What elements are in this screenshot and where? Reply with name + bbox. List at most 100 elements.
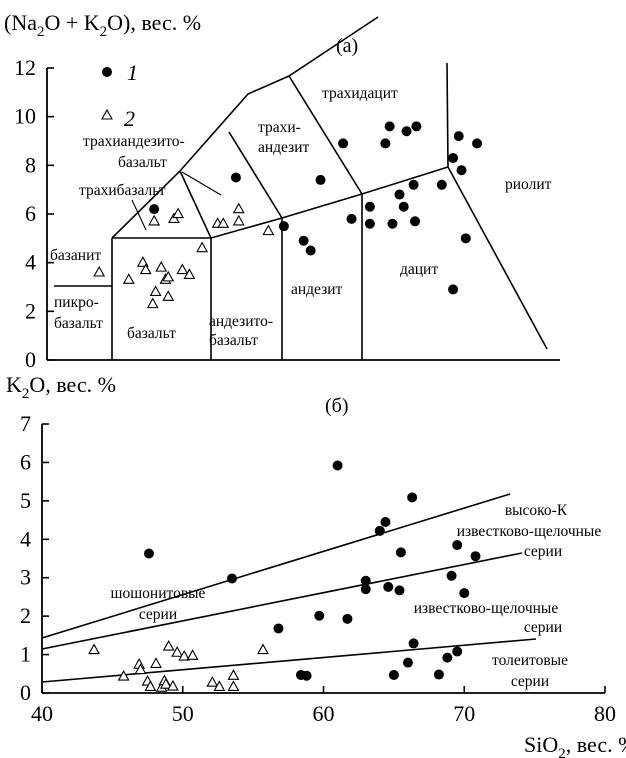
tas-point-circle (315, 174, 326, 185)
tas-leader-trachybasalt (131, 199, 147, 231)
k2o-point-triangle (227, 669, 240, 680)
tas-leader-trachyandesito (181, 171, 222, 196)
tas-y-tick-label: 2 (25, 298, 36, 323)
tas-point-circle (364, 201, 375, 212)
tas-point-circle (338, 138, 349, 149)
k2o-point-circle (332, 460, 343, 471)
k2o-y-axis-title: K2O, вес. % (6, 372, 116, 402)
k2o-point-circle (394, 585, 405, 596)
tas-point-circle (448, 153, 459, 164)
tas-point-triangle (262, 224, 275, 236)
tas-point-triangle (149, 285, 162, 297)
k2o-point-circle (380, 516, 391, 527)
k2o-x-axis-title: SiO2, вес. % (524, 732, 626, 758)
k2o-point-circle (459, 588, 470, 599)
boundary-calcalkaline-tholeiite (41, 638, 537, 683)
k2o-panel: K2O, вес. % (б) 0 1 2 3 4 5 6 7 40 50 60 70 80 SiO2… (6, 372, 626, 758)
k2o-x-tick-label: 50 (172, 701, 194, 726)
k2o-point-circle (273, 623, 284, 634)
tas-point-circle (387, 218, 398, 229)
k2o-point-circle (143, 548, 154, 559)
k2o-point-circle (408, 638, 419, 649)
k2o-y-tick-label: 0 (20, 680, 31, 705)
k2o-x-tick-label: 70 (453, 701, 475, 726)
tas-point-circle (410, 216, 421, 227)
k2o-point-triangle (178, 649, 191, 661)
tas-boundary-rhyolite-top (446, 62, 449, 168)
tas-point-triangle (148, 214, 161, 226)
tas-point-triangle (139, 263, 152, 275)
k2o-point-triangle (257, 643, 269, 655)
tas-y-tick-label: 10 (14, 104, 36, 129)
tas-point-circle (278, 221, 289, 232)
series-label-high-k-calcalkaline: высоко-К известково-щелочные серии (457, 502, 602, 560)
k2o-point-circle (374, 525, 385, 536)
k2o-point-circle (407, 492, 418, 503)
k2o-point-circle (402, 657, 413, 668)
k2o-data-points (88, 460, 481, 692)
tas-point-circle (456, 165, 467, 176)
field-label-dacite: дацит (400, 261, 438, 278)
legend-label-1: 1 (127, 60, 138, 85)
tas-boundary-trachyandesite (228, 131, 283, 360)
k2o-point-triangle (88, 643, 101, 655)
tas-point-circle (364, 218, 375, 229)
k2o-point-triangle (166, 679, 179, 691)
legend-marker-triangle (101, 108, 113, 120)
k2o-point-triangle (186, 649, 199, 660)
k2o-panel-label: (б) (325, 395, 349, 417)
field-label-basalt: базальт (127, 325, 176, 342)
tas-point-circle (149, 204, 160, 215)
k2o-point-circle (360, 575, 371, 586)
tas-point-circle (305, 245, 316, 256)
k2o-point-circle (470, 551, 481, 562)
k2o-point-circle (446, 570, 457, 581)
field-label-trachydacite: трахидацит (322, 85, 398, 102)
tas-point-circle (230, 172, 241, 183)
k2o-point-circle (383, 581, 394, 592)
k2o-y-tick-label: 5 (20, 488, 31, 513)
tas-point-triangle (162, 290, 175, 301)
tas-y-tick-label: 4 (25, 250, 36, 275)
tas-point-triangle (183, 268, 196, 279)
tas-point-circle (448, 284, 459, 295)
tas-boundary-trachydacite (288, 75, 363, 360)
k2o-point-circle (360, 584, 371, 595)
tas-point-circle (384, 121, 395, 132)
k2o-point-circle (395, 547, 406, 558)
legend-label-2: 2 (124, 106, 135, 131)
k2o-point-circle (314, 610, 325, 621)
field-label-basanite: базанит (50, 247, 101, 264)
field-label-andesite: андезит (291, 281, 343, 298)
tas-point-circle (436, 179, 447, 190)
tas-y-tick-label: 8 (25, 152, 36, 177)
k2o-point-triangle (117, 669, 130, 681)
tas-boundary-trachybasalt (179, 170, 212, 360)
field-label-trachybasalt: трахибазальт (79, 182, 166, 199)
field-label-trachyandesitobasalt: трахиандезито-базальт (83, 133, 185, 171)
k2o-point-circle (342, 613, 353, 624)
tas-y-axis-title: (Na2O + K2O), вес. % (4, 10, 201, 40)
k2o-point-circle (388, 669, 399, 680)
k2o-point-triangle (162, 639, 175, 651)
tas-point-triangle (122, 273, 135, 284)
tas-boundary-rhyolite (447, 166, 548, 350)
tas-y-tick-label: 12 (14, 55, 36, 80)
tas-point-circle (408, 179, 419, 190)
series-label-calcalkaline: известково-щелочные серии (414, 600, 562, 636)
k2o-point-triangle (227, 680, 240, 692)
tas-field-boundaries (54, 16, 548, 360)
k2o-y-tick-label: 3 (20, 565, 31, 590)
tas-y-tick-label: 0 (25, 347, 36, 372)
field-label-rhyolite: риолит (505, 176, 552, 193)
k2o-y-tick-label: 6 (20, 449, 31, 474)
tas-point-triangle (232, 202, 245, 214)
tas-point-triangle (196, 241, 209, 253)
tas-point-triangle (162, 270, 175, 282)
boundary-highk-calcalkaline (41, 552, 523, 650)
k2o-y-tick-label: 4 (20, 526, 31, 551)
tas-field-labels: трахидацит трахиандезито-базальт трахи-а… (50, 85, 552, 349)
tas-point-circle (380, 138, 391, 149)
k2o-point-circle (433, 669, 444, 680)
